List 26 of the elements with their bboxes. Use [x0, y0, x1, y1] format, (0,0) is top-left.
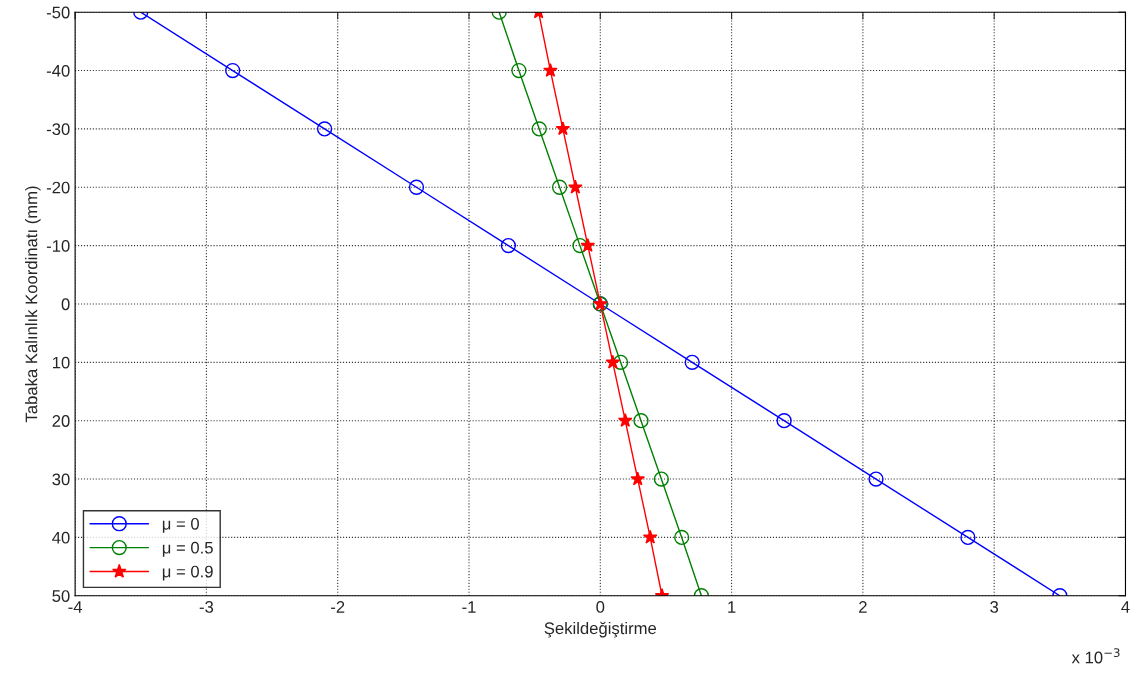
y-tick-label: 20: [52, 415, 70, 427]
y-tick-label: -30: [46, 123, 70, 136]
y-tick-label: -20: [46, 181, 70, 194]
legend-label: μ = 0.5: [162, 541, 213, 557]
x-tick-label: 4: [1121, 601, 1130, 613]
x-tick-label: 0: [596, 601, 605, 613]
x-tick-label: 2: [859, 601, 867, 613]
legend-label: μ = 0.9: [162, 565, 213, 581]
y-tick-label: 30: [52, 473, 70, 486]
y-tick-label: 40: [52, 531, 70, 544]
y-tick-label: 50: [52, 590, 70, 602]
x-tick-label: -3: [199, 601, 214, 613]
x-tick-label: -2: [331, 601, 345, 613]
text: x 10$^{−3}$: [1071, 648, 1120, 664]
x-tick-label: -1: [462, 601, 476, 613]
x-tick-label: 3: [990, 601, 999, 613]
x-tick-label: 1: [728, 601, 736, 613]
x-axis-title: Şekildeğiştirme: [544, 621, 657, 638]
y-tick-label: -10: [46, 240, 70, 252]
legend-label: μ = 0: [162, 517, 199, 533]
y-tick-label: 10: [52, 356, 70, 369]
y-tick-label: 0: [61, 298, 70, 311]
y-axis-title: Tabaka Kalınlık Koordinatı (mm): [25, 186, 41, 423]
y-tick-label: -40: [46, 64, 70, 77]
x-tick-label: -4: [68, 601, 83, 613]
y-tick-label: -50: [46, 6, 70, 19]
